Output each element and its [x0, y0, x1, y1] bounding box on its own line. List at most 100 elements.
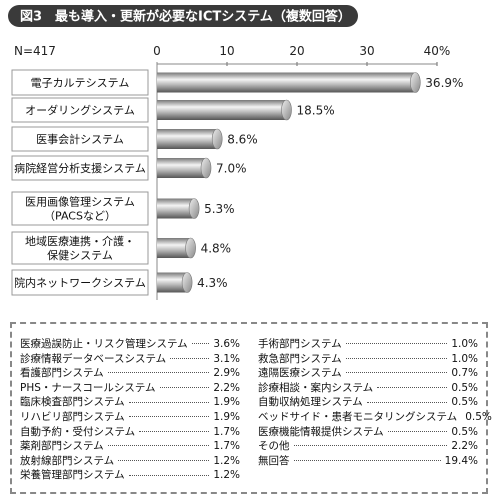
item-row: 医療過誤防止・リスク管理システム 3.6%: [20, 336, 240, 351]
item-value: 0.5%: [451, 381, 478, 394]
bar: [157, 272, 188, 293]
item-row: 自動収納処理システム 0.5%: [258, 394, 478, 409]
item-value: 1.7%: [213, 425, 240, 438]
item-label: 医療過誤防止・リスク管理システム: [20, 338, 188, 350]
leader: [345, 371, 448, 374]
item-row: その他 2.2%: [258, 438, 478, 453]
item-value: 1.2%: [213, 454, 240, 467]
leader: [191, 342, 210, 345]
item-label: 放射線部門システム: [20, 454, 115, 467]
category-label: 病院経営分析支援システム: [14, 161, 146, 175]
item-label: 手術部門システム: [258, 338, 342, 350]
leader: [293, 459, 441, 462]
item-row: 診療相談・案内システム 0.5%: [258, 380, 478, 395]
leader: [159, 386, 210, 389]
category-label: 地域医療連携・介護・保健システム: [25, 234, 135, 262]
item-value: 0.5%: [451, 425, 478, 438]
right-column: 手術部門システム 1.0% 救急部門システム 1.0% 遠隔医療システム 0.7% 診療相談…: [258, 336, 492, 468]
leader: [345, 357, 448, 359]
item-label: 栄養管理部門システム: [20, 469, 125, 482]
item-label: その他: [258, 440, 290, 453]
bar-cap: [211, 128, 223, 150]
item-label: PHS・ナースコールシステム: [20, 381, 156, 394]
item-label: 救急部門システム: [258, 352, 342, 365]
item-value: 1.7%: [213, 440, 240, 453]
category-label: 電子カルテシステム: [31, 77, 130, 90]
left-column: 医療過誤防止・リスク管理システム 3.6% 診療情報データベースシステム 3.1% 看護…: [20, 336, 240, 482]
item-value: 3.6%: [213, 338, 240, 350]
item-value: 1.9%: [213, 410, 240, 423]
leader: [128, 474, 210, 476]
item-row: 看護部門システム 2.9%: [20, 365, 240, 380]
bar: [157, 238, 191, 258]
chart-title: 図3 最も導入・更新が必要なICTシステム（複数回答）: [20, 9, 351, 25]
item-label: 診療相談・案内システム: [258, 381, 374, 394]
item-value: 1.2%: [213, 469, 240, 482]
item-row: 救急部門システム 1.0%: [258, 351, 478, 366]
data-label: 18.5%: [297, 104, 335, 118]
data-label: 7.0%: [216, 162, 247, 176]
item-value: 19.4%: [444, 454, 478, 467]
category-box: [11, 155, 149, 181]
item-value: 0.5%: [465, 410, 492, 423]
item-value: 2.2%: [451, 440, 478, 453]
bar: [157, 72, 416, 93]
data-label: 8.6%: [227, 133, 258, 147]
leader: [128, 415, 210, 418]
item-label: 薬剤部門システム: [20, 440, 104, 453]
category-box: [11, 126, 149, 152]
category-box: [11, 69, 149, 96]
item-row: リハビリ部門システム 1.9%: [20, 409, 240, 424]
bar-cap: [181, 272, 193, 293]
item-row: 遠隔医療システム 0.7%: [258, 365, 478, 380]
item-row: PHS・ナースコールシステム 2.2%: [20, 380, 240, 395]
item-row: 医療機能情報提供システム 0.5%: [258, 424, 478, 439]
item-label: 看護部門システム: [20, 367, 104, 380]
bar-cap: [281, 99, 292, 121]
item-label: 自動収納処理システム: [258, 396, 363, 409]
item-row: 放射線部門システム 1.2%: [20, 453, 240, 468]
bar-cap: [185, 237, 196, 259]
item-row: 手術部門システム 1.0%: [258, 336, 478, 351]
sample-size: N=417: [14, 44, 56, 58]
item-value: 0.7%: [451, 367, 478, 380]
item-label: 遠隔医療システム: [258, 367, 342, 380]
category-box: [11, 269, 149, 296]
leader: [107, 371, 210, 374]
item-value: 1.9%: [213, 396, 240, 409]
category-box: [11, 191, 149, 226]
item-row: 薬剤部門システム 1.7%: [20, 438, 240, 453]
leader: [293, 444, 448, 447]
category-label: 医用画像管理システム（PACSなど）: [25, 195, 135, 223]
item-value: 3.1%: [213, 352, 240, 365]
leader: [345, 342, 448, 345]
bar: [157, 100, 287, 120]
item-row: ベッドサイド・患者モニタリングシステム 0.5%: [258, 409, 492, 424]
item-label: 医療機能情報提供システム: [258, 425, 384, 438]
bar: [157, 129, 218, 149]
x-tick-label: 0: [153, 44, 161, 58]
item-label: 臨床検査部門システム: [20, 396, 125, 409]
leader: [387, 430, 448, 432]
item-label: 自動予約・受付システム: [20, 425, 136, 438]
x-tick-label: 40%: [424, 44, 451, 58]
leader: [377, 386, 448, 389]
item-row: 臨床検査部門システム 1.9%: [20, 394, 240, 409]
bar-cap: [409, 72, 421, 93]
item-row: 無回答 19.4%: [258, 453, 478, 468]
item-value: 2.9%: [213, 367, 240, 380]
data-label: 5.3%: [204, 202, 235, 216]
item-value: 0.5%: [451, 396, 478, 409]
x-tick-label: 10: [219, 44, 234, 58]
data-label: 4.8%: [201, 242, 232, 256]
leader: [118, 459, 210, 462]
leader: [366, 401, 448, 403]
item-row: 自動予約・受付システム 1.7%: [20, 424, 240, 439]
category-label: 医事会計システム: [36, 132, 124, 146]
leader: [170, 357, 210, 359]
leader: [107, 444, 210, 447]
item-row: 診療情報データベースシステム 3.1%: [20, 351, 240, 366]
chart: 図3 最も導入・更新が必要なICTシステム（複数回答） N=417 0 10 20 3…: [8, 5, 463, 300]
category-label: 院内ネットワークシステム: [14, 276, 146, 290]
item-label: ベッドサイド・患者モニタリングシステム: [258, 410, 458, 423]
